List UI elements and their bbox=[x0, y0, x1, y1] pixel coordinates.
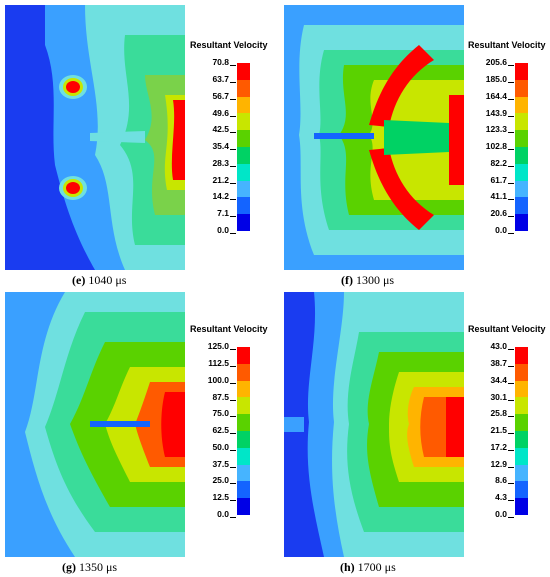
colorbar-e bbox=[237, 63, 250, 231]
tick-label: 14.2 bbox=[199, 191, 236, 201]
contour-plot-h bbox=[284, 292, 464, 557]
tick-label: 70.8 bbox=[199, 57, 236, 67]
colorbar-h bbox=[515, 347, 528, 515]
tick-label: 185.0 bbox=[477, 74, 514, 84]
colorbar-f bbox=[515, 63, 528, 231]
caption-f: (f) 1300 μs bbox=[341, 273, 394, 288]
tick-label: 41.1 bbox=[477, 191, 514, 201]
tick-label: 0.0 bbox=[199, 225, 236, 235]
tick-label: 20.6 bbox=[477, 208, 514, 218]
tick-label: 82.2 bbox=[477, 158, 514, 168]
caption-time: 1300 μs bbox=[356, 273, 395, 287]
tick-label: 0.0 bbox=[199, 509, 236, 519]
tick-label: 25.0 bbox=[199, 475, 236, 485]
caption-g: (g) 1350 μs bbox=[62, 560, 117, 575]
tick-label: 75.0 bbox=[199, 408, 236, 418]
caption-letter: (e) bbox=[72, 273, 86, 287]
caption-time: 1350 μs bbox=[79, 560, 118, 574]
tick-label: 50.0 bbox=[199, 442, 236, 452]
tick-label: 25.8 bbox=[477, 408, 514, 418]
tick-label: 12.5 bbox=[199, 492, 236, 502]
tick-label: 100.0 bbox=[199, 375, 236, 385]
tick-label: 8.6 bbox=[477, 475, 514, 485]
caption-time: 1040 μs bbox=[88, 273, 127, 287]
tick-label: 102.8 bbox=[477, 141, 514, 151]
tick-label: 49.6 bbox=[199, 108, 236, 118]
tick-label: 21.2 bbox=[199, 175, 236, 185]
tick-label: 43.0 bbox=[477, 341, 514, 351]
tick-label: 112.5 bbox=[199, 358, 236, 368]
caption-letter: (h) bbox=[340, 560, 355, 574]
tick-label: 21.5 bbox=[477, 425, 514, 435]
tick-label: 4.3 bbox=[477, 492, 514, 502]
legend-title-e: Resultant Velocity bbox=[190, 40, 268, 50]
tick-label: 28.3 bbox=[199, 158, 236, 168]
caption-letter: (f) bbox=[341, 273, 353, 287]
contour-plot-g bbox=[5, 292, 185, 557]
caption-h: (h) 1700 μs bbox=[340, 560, 396, 575]
caption-e: (e) 1040 μs bbox=[72, 273, 126, 288]
legend-title-g: Resultant Velocity bbox=[190, 324, 268, 334]
tick-label: 0.0 bbox=[477, 509, 514, 519]
tick-label: 62.5 bbox=[199, 425, 236, 435]
tick-label: 143.9 bbox=[477, 108, 514, 118]
tick-label: 17.2 bbox=[477, 442, 514, 452]
caption-letter: (g) bbox=[62, 560, 76, 574]
colorbar-g bbox=[237, 347, 250, 515]
tick-label: 37.5 bbox=[199, 459, 236, 469]
tick-label: 35.4 bbox=[199, 141, 236, 151]
tick-label: 30.1 bbox=[477, 392, 514, 402]
tick-label: 164.4 bbox=[477, 91, 514, 101]
tick-label: 7.1 bbox=[199, 208, 236, 218]
tick-label: 61.7 bbox=[477, 175, 514, 185]
tick-label: 205.6 bbox=[477, 57, 514, 67]
tick-label: 42.5 bbox=[199, 124, 236, 134]
legend-title-h: Resultant Velocity bbox=[468, 324, 546, 334]
tick-label: 56.7 bbox=[199, 91, 236, 101]
tick-label: 87.5 bbox=[199, 392, 236, 402]
tick-label: 34.4 bbox=[477, 375, 514, 385]
legend-title-f: Resultant Velocity bbox=[468, 40, 546, 50]
contour-plot-e bbox=[5, 5, 185, 270]
tick-label: 12.9 bbox=[477, 459, 514, 469]
contour-plot-f bbox=[284, 5, 464, 270]
tick-label: 125.0 bbox=[199, 341, 236, 351]
tick-label: 0.0 bbox=[477, 225, 514, 235]
caption-time: 1700 μs bbox=[357, 560, 396, 574]
tick-label: 38.7 bbox=[477, 358, 514, 368]
tick-label: 63.7 bbox=[199, 74, 236, 84]
tick-label: 123.3 bbox=[477, 124, 514, 134]
